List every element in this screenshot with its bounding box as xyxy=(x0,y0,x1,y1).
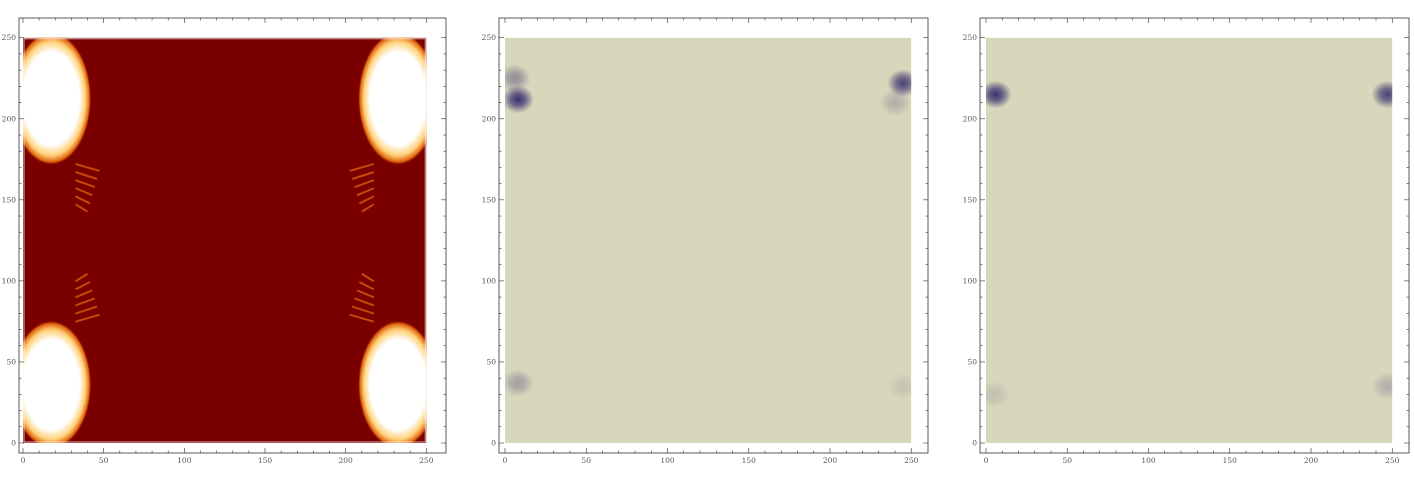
fringe-streak xyxy=(75,179,95,188)
spot xyxy=(1371,372,1393,401)
x-tick-label: 200 xyxy=(338,456,353,465)
panel-3: 0 50 100 150 200 250 0 50 100 150 200 250 xyxy=(963,17,1410,465)
y-tick-label: 100 xyxy=(963,276,978,285)
fringe-streak xyxy=(356,289,375,299)
y-tick-label: 250 xyxy=(482,33,497,42)
y-tick-label: 150 xyxy=(482,195,497,204)
white-region-bottom-right xyxy=(357,320,427,443)
y-tick-label: 150 xyxy=(2,195,17,204)
y-tick-label: 150 xyxy=(963,195,978,204)
y-tick-label: 0 xyxy=(972,439,977,448)
heatmap-image xyxy=(505,37,912,443)
fringe-streak xyxy=(361,273,375,282)
x-tick-label: 100 xyxy=(1141,456,1156,465)
y-tick-label: 0 xyxy=(491,439,496,448)
x-tick-label: 50 xyxy=(581,456,591,465)
fringe-streak xyxy=(75,313,100,323)
panel-2: 0 50 100 150 200 250 0 50 100 150 200 250 xyxy=(482,17,929,465)
heatmap-background xyxy=(505,37,912,443)
x-tick-label: 50 xyxy=(99,456,109,465)
spot xyxy=(879,88,911,117)
spot xyxy=(986,80,1012,109)
fringe-streak xyxy=(351,171,375,180)
x-tick-label: 0 xyxy=(21,456,26,465)
x-tick-label: 250 xyxy=(419,456,434,465)
x-tick-label: 200 xyxy=(823,456,838,465)
plot-frame xyxy=(979,17,1410,454)
x-tick-label: 100 xyxy=(660,456,675,465)
spot xyxy=(505,369,534,398)
fringe-streak xyxy=(359,195,375,205)
white-region-bottom-left xyxy=(23,320,92,443)
y-tick-label: 200 xyxy=(963,114,978,123)
fringe-streak xyxy=(75,273,88,282)
fringe-streak xyxy=(361,203,375,213)
fringe-streak xyxy=(354,297,375,307)
spot xyxy=(887,372,912,401)
x-tick-label: 250 xyxy=(904,456,919,465)
y-tick-label: 50 xyxy=(967,357,977,366)
plot-frame xyxy=(498,17,929,454)
fringe-streak xyxy=(354,179,375,188)
x-tick-label: 150 xyxy=(258,456,273,465)
x-tick-label: 250 xyxy=(1385,456,1400,465)
y-tick-label: 200 xyxy=(2,114,17,123)
fringe-streak xyxy=(75,171,98,180)
x-tick-label: 100 xyxy=(177,456,192,465)
fringe-streak xyxy=(75,163,100,172)
heatmap-image xyxy=(23,37,427,443)
fringe-streak xyxy=(351,305,375,315)
fringe-streak xyxy=(75,297,95,307)
fringe-streak xyxy=(75,187,93,196)
image-border xyxy=(23,38,426,443)
fringe-streak xyxy=(349,313,375,323)
y-tick-label: 0 xyxy=(11,439,16,448)
fringe-streak xyxy=(75,195,91,205)
fringe-streak xyxy=(75,305,98,315)
fringe-streak xyxy=(75,281,91,290)
heatmap-background xyxy=(986,37,1393,443)
panel-1: 0 50 100 150 200 250 0 50 100 150 200 250 xyxy=(2,17,447,465)
y-tick-label: 200 xyxy=(482,114,497,123)
x-tick-label: 50 xyxy=(1062,456,1072,465)
x-tick-label: 150 xyxy=(1223,456,1238,465)
x-tick-label: 150 xyxy=(742,456,757,465)
x-tick-label: 0 xyxy=(984,456,989,465)
y-tick-label: 50 xyxy=(6,357,16,366)
y-tick-label: 250 xyxy=(2,33,17,42)
white-region-top-left xyxy=(23,37,92,166)
white-region-top-right xyxy=(357,37,427,166)
fringe-streak xyxy=(349,163,375,172)
y-tick-label: 250 xyxy=(963,33,978,42)
y-tick-label: 50 xyxy=(486,357,496,366)
y-tick-label: 100 xyxy=(482,276,497,285)
y-tick-label: 100 xyxy=(2,276,17,285)
spot xyxy=(505,85,534,114)
fringe-streak xyxy=(75,289,93,299)
fringe-streak xyxy=(356,187,375,196)
spot xyxy=(1371,80,1393,109)
fringe-streak xyxy=(359,281,375,290)
spot xyxy=(986,380,1011,409)
spot xyxy=(505,64,531,93)
x-tick-label: 200 xyxy=(1304,456,1319,465)
heatmap-image xyxy=(986,37,1393,443)
fringe-streak xyxy=(75,203,88,213)
x-tick-label: 0 xyxy=(503,456,508,465)
